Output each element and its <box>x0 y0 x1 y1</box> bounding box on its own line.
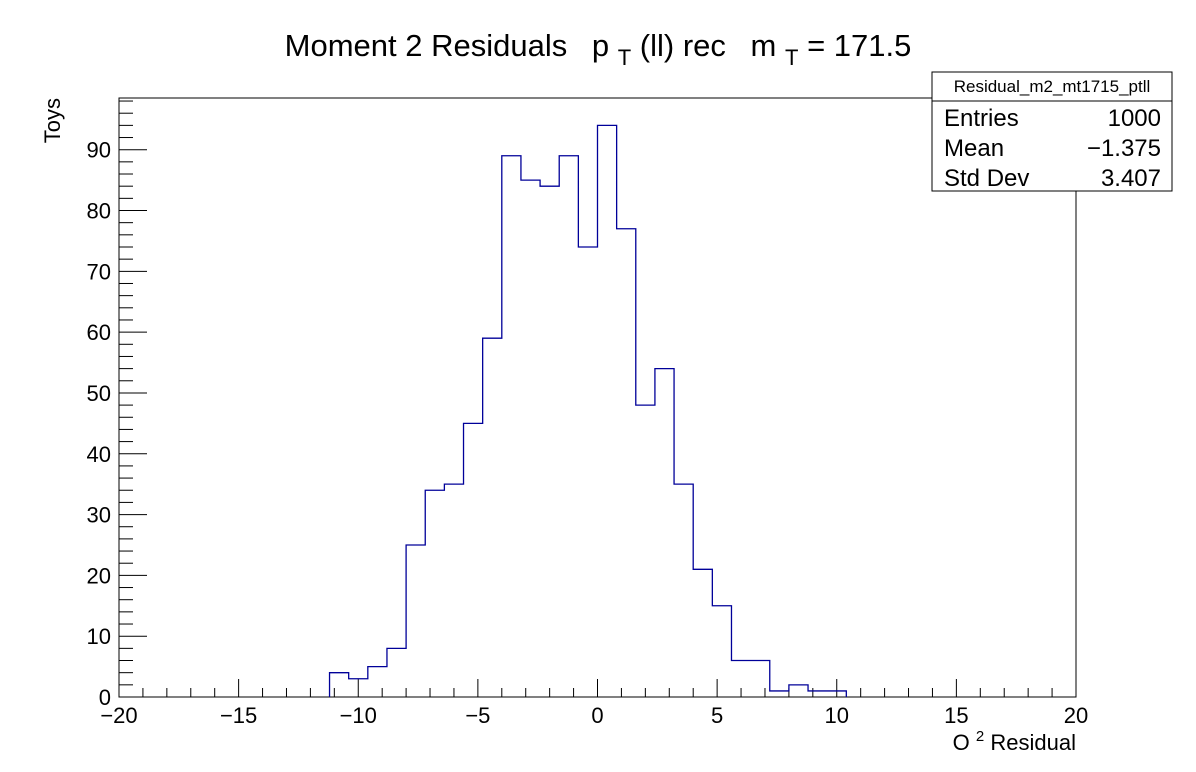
title-p: p <box>592 28 609 63</box>
stats-stddev-value: 3.407 <box>1101 165 1161 192</box>
x-axis-label-sup: 2 <box>976 728 984 745</box>
x-tick-label: −20 <box>100 703 137 728</box>
histogram-bin <box>406 545 425 697</box>
chart-title: Moment 2 Residuals p T (ll) rec m T = 17… <box>285 28 912 72</box>
x-axis-label-base: O <box>953 730 970 755</box>
histogram-bin <box>502 156 521 697</box>
title-m: m <box>751 28 777 63</box>
stats-stddev-label: Std Dev <box>944 165 1029 192</box>
title-main: Moment 2 Residuals <box>285 28 568 63</box>
stats-entries-label: Entries <box>944 105 1019 132</box>
histogram-bin <box>387 648 406 697</box>
y-tick-label: 20 <box>87 563 111 588</box>
y-axis-label: Toys <box>40 98 65 143</box>
histogram-bin <box>425 490 444 697</box>
histogram-bin <box>827 691 846 697</box>
x-tick-label: 20 <box>1064 703 1088 728</box>
histogram-bin <box>712 606 731 697</box>
histogram-bin <box>540 186 559 697</box>
histogram-bin <box>598 125 617 697</box>
y-axis-tick-labels: 0 10 20 30 40 50 60 70 80 90 <box>87 138 111 710</box>
histogram-bin <box>483 338 502 697</box>
stats-box-frame <box>931 71 1173 192</box>
histogram-bin <box>636 405 655 697</box>
x-tick-label: 15 <box>944 703 968 728</box>
y-tick-label: 10 <box>87 624 111 649</box>
x-tick-label: 0 <box>591 703 603 728</box>
histogram-bin <box>521 180 540 697</box>
histogram-bin <box>770 691 789 697</box>
y-axis-ticks <box>119 100 147 698</box>
x-axis-label-rest: Residual <box>990 730 1076 755</box>
histogram-bin <box>464 423 483 697</box>
histogram-bin <box>578 247 597 697</box>
histogram-bin <box>444 484 463 697</box>
stats-box: Residual_m2_mt1715_ptll Entries 1000 Mea… <box>931 71 1173 192</box>
histogram-bin <box>559 156 578 697</box>
title-p-rest: (ll) rec <box>640 28 726 63</box>
histogram-bin <box>674 484 693 697</box>
histogram-bin <box>349 679 368 697</box>
histogram-bin <box>693 569 712 697</box>
stats-box-title: Residual_m2_mt1715_ptll <box>954 77 1151 96</box>
x-axis-ticks <box>118 679 1077 697</box>
histogram-bin <box>368 667 387 697</box>
histogram-bins <box>330 125 847 697</box>
x-tick-label: −15 <box>220 703 257 728</box>
x-tick-label: 5 <box>711 703 723 728</box>
y-tick-label: 40 <box>87 442 111 467</box>
y-tick-label: 60 <box>87 320 111 345</box>
histogram-outline <box>328 124 847 697</box>
x-tick-label: −10 <box>340 703 377 728</box>
x-axis-label: O 2 Residual <box>953 721 1076 755</box>
stats-mean-value: −1.375 <box>1087 135 1161 162</box>
y-tick-label: 0 <box>99 685 111 710</box>
histogram-bin <box>808 691 827 697</box>
y-tick-label: 70 <box>87 259 111 284</box>
histogram-bin <box>789 685 808 697</box>
y-tick-label: 50 <box>87 381 111 406</box>
y-tick-label: 80 <box>87 199 111 224</box>
histogram-bin <box>731 661 750 697</box>
stats-mean-label: Mean <box>944 135 1004 162</box>
histogram-bin <box>330 673 349 697</box>
x-tick-label: 10 <box>825 703 849 728</box>
x-tick-label: −5 <box>465 703 490 728</box>
x-axis-tick-labels: −20 −15 −10 −5 0 5 10 15 20 <box>100 703 1088 728</box>
histogram-bin <box>751 661 770 697</box>
histogram-bin <box>655 369 674 697</box>
histogram-bin <box>617 229 636 697</box>
title-p-sub: T <box>618 45 631 70</box>
stats-entries-value: 1000 <box>1108 105 1161 132</box>
y-tick-label: 30 <box>87 503 111 528</box>
y-tick-label: 90 <box>87 138 111 163</box>
title-m-sub: T <box>785 45 798 70</box>
title-m-rest: = 171.5 <box>807 28 911 63</box>
